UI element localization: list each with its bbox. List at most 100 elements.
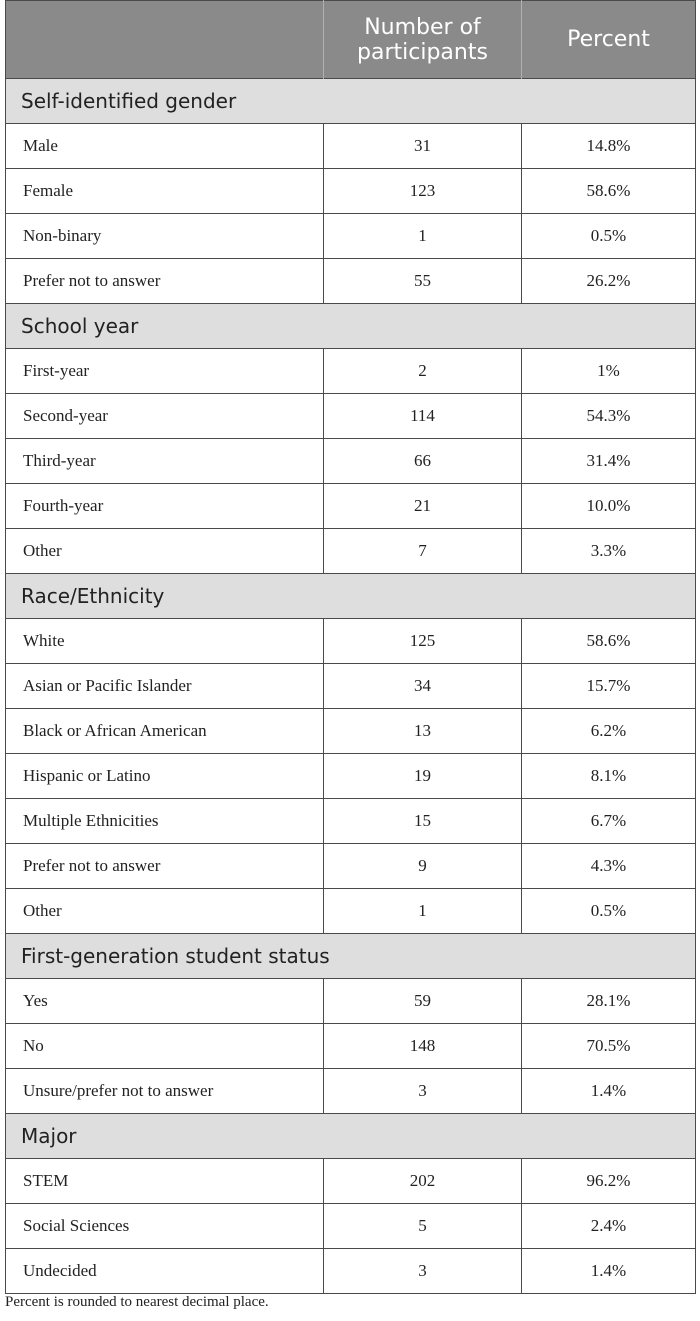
percent-value: 3.3%	[521, 528, 696, 574]
table-row: Social Sciences 5 2.4%	[5, 1203, 696, 1249]
table-row: Yes 59 28.1%	[5, 978, 696, 1024]
section-title: First-generation student status	[5, 933, 696, 979]
row-label: Social Sciences	[5, 1203, 324, 1249]
row-label: Prefer not to answer	[5, 843, 324, 889]
table-footnote: Percent is rounded to nearest decimal pl…	[5, 1294, 269, 1310]
header-row: Number of participants Percent	[5, 0, 696, 79]
participant-count: 19	[323, 753, 522, 799]
table-row: Third-year 66 31.4%	[5, 438, 696, 484]
participant-count: 55	[323, 258, 522, 304]
table-body: Self-identified gender Male 31 14.8% Female 1…	[5, 78, 696, 1294]
row-label: Non-binary	[5, 213, 324, 259]
row-label: Yes	[5, 978, 324, 1024]
participant-count: 15	[323, 798, 522, 844]
table-row: Unsure/prefer not to answer 3 1.4%	[5, 1068, 696, 1114]
percent-value: 8.1%	[521, 753, 696, 799]
header-number-of-participants: Number of participants	[323, 0, 522, 79]
row-label: Hispanic or Latino	[5, 753, 324, 799]
percent-value: 0.5%	[521, 888, 696, 934]
table-row: Female 123 58.6%	[5, 168, 696, 214]
row-label: Prefer not to answer	[5, 258, 324, 304]
section-header-row: First-generation student status	[5, 933, 696, 979]
participant-count: 21	[323, 483, 522, 529]
participant-count: 5	[323, 1203, 522, 1249]
table-row: Prefer not to answer 9 4.3%	[5, 843, 696, 889]
section-header-row: Self-identified gender	[5, 78, 696, 124]
participant-count: 1	[323, 888, 522, 934]
row-label: Other	[5, 528, 324, 574]
participant-count: 148	[323, 1023, 522, 1069]
table-header: Number of participants Percent	[5, 0, 696, 79]
percent-value: 14.8%	[521, 123, 696, 169]
percent-value: 6.2%	[521, 708, 696, 754]
percent-value: 70.5%	[521, 1023, 696, 1069]
table-row: No 148 70.5%	[5, 1023, 696, 1069]
row-label: White	[5, 618, 324, 664]
section-title: Major	[5, 1113, 696, 1159]
percent-value: 96.2%	[521, 1158, 696, 1204]
participant-count: 114	[323, 393, 522, 439]
table-row: Hispanic or Latino 19 8.1%	[5, 753, 696, 799]
table-row: Fourth-year 21 10.0%	[5, 483, 696, 529]
table-row: Male 31 14.8%	[5, 123, 696, 169]
percent-value: 1%	[521, 348, 696, 394]
participant-count: 7	[323, 528, 522, 574]
table-row: Second-year 114 54.3%	[5, 393, 696, 439]
participant-count: 202	[323, 1158, 522, 1204]
section-title: School year	[5, 303, 696, 349]
table-row: Non-binary 1 0.5%	[5, 213, 696, 259]
section-header-row: Race/Ethnicity	[5, 573, 696, 619]
table-row: Black or African American 13 6.2%	[5, 708, 696, 754]
table-row: STEM 202 96.2%	[5, 1158, 696, 1204]
row-label: Other	[5, 888, 324, 934]
table-row: Undecided 3 1.4%	[5, 1248, 696, 1294]
row-label: Second-year	[5, 393, 324, 439]
row-label: Female	[5, 168, 324, 214]
row-label: STEM	[5, 1158, 324, 1204]
participant-count: 9	[323, 843, 522, 889]
section-title: Race/Ethnicity	[5, 573, 696, 619]
participant-count: 13	[323, 708, 522, 754]
row-label: Black or African American	[5, 708, 324, 754]
table-row: Other 7 3.3%	[5, 528, 696, 574]
percent-value: 15.7%	[521, 663, 696, 709]
section-header-row: School year	[5, 303, 696, 349]
percent-value: 58.6%	[521, 618, 696, 664]
row-label: Fourth-year	[5, 483, 324, 529]
participant-count: 3	[323, 1248, 522, 1294]
percent-value: 1.4%	[521, 1068, 696, 1114]
percent-value: 10.0%	[521, 483, 696, 529]
table-row: First-year 2 1%	[5, 348, 696, 394]
table-row: Other 1 0.5%	[5, 888, 696, 934]
table-row: Prefer not to answer 55 26.2%	[5, 258, 696, 304]
row-label: Multiple Ethnicities	[5, 798, 324, 844]
row-label: Asian or Pacific Islander	[5, 663, 324, 709]
table-row: White 125 58.6%	[5, 618, 696, 664]
percent-value: 31.4%	[521, 438, 696, 484]
percent-value: 58.6%	[521, 168, 696, 214]
participant-count: 125	[323, 618, 522, 664]
row-label: Undecided	[5, 1248, 324, 1294]
table-row: Multiple Ethnicities 15 6.7%	[5, 798, 696, 844]
participant-count: 59	[323, 978, 522, 1024]
percent-value: 28.1%	[521, 978, 696, 1024]
participant-count: 123	[323, 168, 522, 214]
section-title: Self-identified gender	[5, 78, 696, 124]
percent-value: 2.4%	[521, 1203, 696, 1249]
row-label: First-year	[5, 348, 324, 394]
percent-value: 1.4%	[521, 1248, 696, 1294]
table-row: Asian or Pacific Islander 34 15.7%	[5, 663, 696, 709]
row-label: Unsure/prefer not to answer	[5, 1068, 324, 1114]
participant-count: 66	[323, 438, 522, 484]
section-header-row: Major	[5, 1113, 696, 1159]
participant-count: 1	[323, 213, 522, 259]
row-label: Male	[5, 123, 324, 169]
percent-value: 4.3%	[521, 843, 696, 889]
participant-count: 3	[323, 1068, 522, 1114]
participant-count: 34	[323, 663, 522, 709]
percent-value: 26.2%	[521, 258, 696, 304]
participant-count: 31	[323, 123, 522, 169]
percent-value: 6.7%	[521, 798, 696, 844]
percent-value: 0.5%	[521, 213, 696, 259]
row-label: No	[5, 1023, 324, 1069]
